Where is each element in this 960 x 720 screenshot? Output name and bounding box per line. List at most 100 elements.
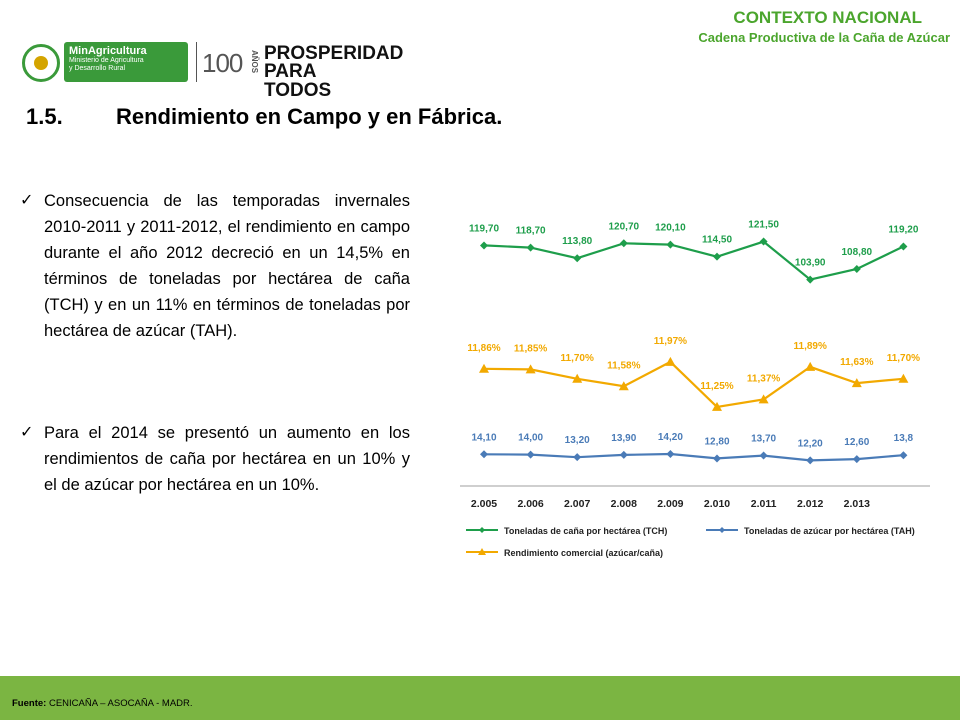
- data-point: [758, 394, 769, 404]
- series-line-commercial-yield: [483, 360, 904, 409]
- x-tick-label: 2.013: [844, 498, 870, 510]
- legend-marker: [719, 527, 725, 533]
- data-label: 13,90: [611, 433, 636, 444]
- data-label: 113,80: [562, 236, 592, 247]
- data-point: [573, 254, 582, 263]
- legend-marker: [479, 527, 485, 533]
- data-point: [759, 451, 768, 460]
- data-point: [712, 401, 722, 411]
- data-point: [666, 449, 675, 458]
- data-label: 118,70: [516, 226, 546, 237]
- data-point: [480, 450, 488, 459]
- data-label: 13,70: [751, 434, 776, 445]
- data-label: 13,20: [565, 435, 590, 446]
- data-point: [806, 456, 815, 465]
- data-label: 103,90: [795, 258, 826, 269]
- legend-entry: Toneladas de azúcar por hectárea (TAH): [744, 526, 915, 536]
- section-title: Rendimiento en Campo y en Fábrica.: [116, 104, 503, 129]
- data-point: [666, 240, 675, 249]
- data-label: 11,85%: [514, 343, 547, 354]
- legend-marker: [478, 548, 486, 555]
- coat-of-arms-icon: [22, 44, 60, 82]
- data-label: 108,80: [842, 247, 873, 258]
- data-point: [619, 450, 628, 459]
- data-point: [852, 455, 861, 464]
- data-label: 11,86%: [467, 343, 500, 354]
- data-label: 12,20: [798, 438, 823, 449]
- data-point: [851, 378, 862, 388]
- data-point: [573, 453, 582, 462]
- source-text: CENICAÑA – ASOCAÑA - MADR.: [48, 698, 193, 709]
- logo-bar: MinAgricultura Ministerio de Agricultura…: [22, 42, 403, 100]
- ministry-line-1: Ministerio de Agricultura: [69, 57, 144, 64]
- context-subtitle: Cadena Productiva de la Caña de Azúcar: [698, 30, 950, 45]
- series-line-tch: [483, 240, 904, 281]
- data-label: 11,97%: [654, 336, 687, 347]
- data-label: 13,8: [894, 433, 914, 444]
- yield-line-chart: 119,70 118,70 113,80 120,70 120,10 114,50 121,…: [460, 220, 930, 558]
- data-point: [479, 363, 489, 373]
- data-label: 120,10: [655, 223, 686, 234]
- ministry-line-2: y Desarrollo Rural: [69, 65, 126, 72]
- legend-entry: Toneladas de caña por hectárea (TCH): [504, 526, 667, 536]
- x-tick-label: 2.010: [704, 498, 730, 510]
- data-point: [899, 242, 908, 251]
- data-point: [713, 252, 721, 261]
- x-tick-label: 2.008: [611, 498, 637, 510]
- logo-divider: [196, 42, 197, 82]
- data-label: 11,58%: [607, 360, 640, 371]
- data-label: 119,20: [888, 225, 918, 236]
- footer-bar: [0, 676, 960, 720]
- centenary-number: 100: [202, 48, 243, 78]
- bullet-text: Para el 2014 se presentó un aumento en l…: [44, 424, 410, 494]
- data-label: 11,70%: [561, 353, 594, 364]
- data-point: [572, 373, 583, 383]
- data-point: [665, 356, 676, 366]
- slogan-line-1: PROSPERIDAD: [264, 43, 404, 64]
- data-point: [618, 381, 629, 391]
- data-label: 11,63%: [840, 357, 873, 368]
- data-label: 120,70: [609, 221, 640, 232]
- x-tick-label: 2.005: [471, 498, 497, 510]
- x-tick-label: 2.007: [564, 498, 590, 510]
- section-number: 1.5.: [26, 104, 63, 129]
- data-point: [713, 454, 721, 463]
- data-label: 11,89%: [794, 341, 827, 352]
- data-label: 11,37%: [747, 373, 780, 384]
- data-point: [805, 361, 816, 371]
- data-label: 14,20: [658, 432, 683, 443]
- ministry-logo: MinAgricultura Ministerio de Agricultura…: [64, 42, 188, 82]
- series-line-tah: [483, 452, 904, 462]
- data-point: [525, 364, 536, 374]
- data-point: [898, 373, 909, 383]
- data-label: 119,70: [469, 223, 499, 234]
- data-label: 12,80: [704, 436, 729, 447]
- bullet-item: ✓ Para el 2014 se presentó un aumento en…: [20, 420, 410, 498]
- bullet-item: ✓ Consecuencia de las temporadas inverna…: [20, 188, 410, 344]
- x-tick-label: 2.011: [751, 498, 777, 510]
- x-tick-label: 2.012: [797, 498, 823, 510]
- checkmark-icon: ✓: [20, 192, 34, 209]
- bullet-text: Consecuencia de las temporadas invernale…: [44, 192, 410, 340]
- footer-source: Fuente: CENICAÑA – ASOCAÑA - MADR.: [12, 698, 193, 709]
- data-point: [526, 243, 535, 252]
- x-tick-label: 2.006: [517, 498, 543, 510]
- data-point: [619, 239, 628, 248]
- data-label: 11,70%: [887, 353, 920, 364]
- data-label: 12,60: [844, 437, 869, 448]
- data-label: 14,00: [518, 433, 543, 444]
- data-point: [759, 237, 768, 246]
- x-tick-label: 2.009: [657, 498, 683, 510]
- context-title: CONTEXTO NACIONAL: [733, 8, 922, 27]
- checkmark-icon: ✓: [20, 424, 34, 441]
- data-label: 14,10: [471, 432, 496, 443]
- data-point: [526, 450, 535, 459]
- source-label: Fuente:: [12, 698, 47, 709]
- legend-entry: Rendimiento comercial (azúcar/caña): [504, 548, 663, 558]
- ministry-name: MinAgricultura: [69, 45, 147, 57]
- data-point: [480, 241, 488, 250]
- centenary-word: AÑOS: [250, 50, 259, 74]
- data-point: [899, 451, 908, 460]
- slogan-line-2: PARA TODOS: [264, 61, 332, 101]
- data-point: [806, 275, 815, 284]
